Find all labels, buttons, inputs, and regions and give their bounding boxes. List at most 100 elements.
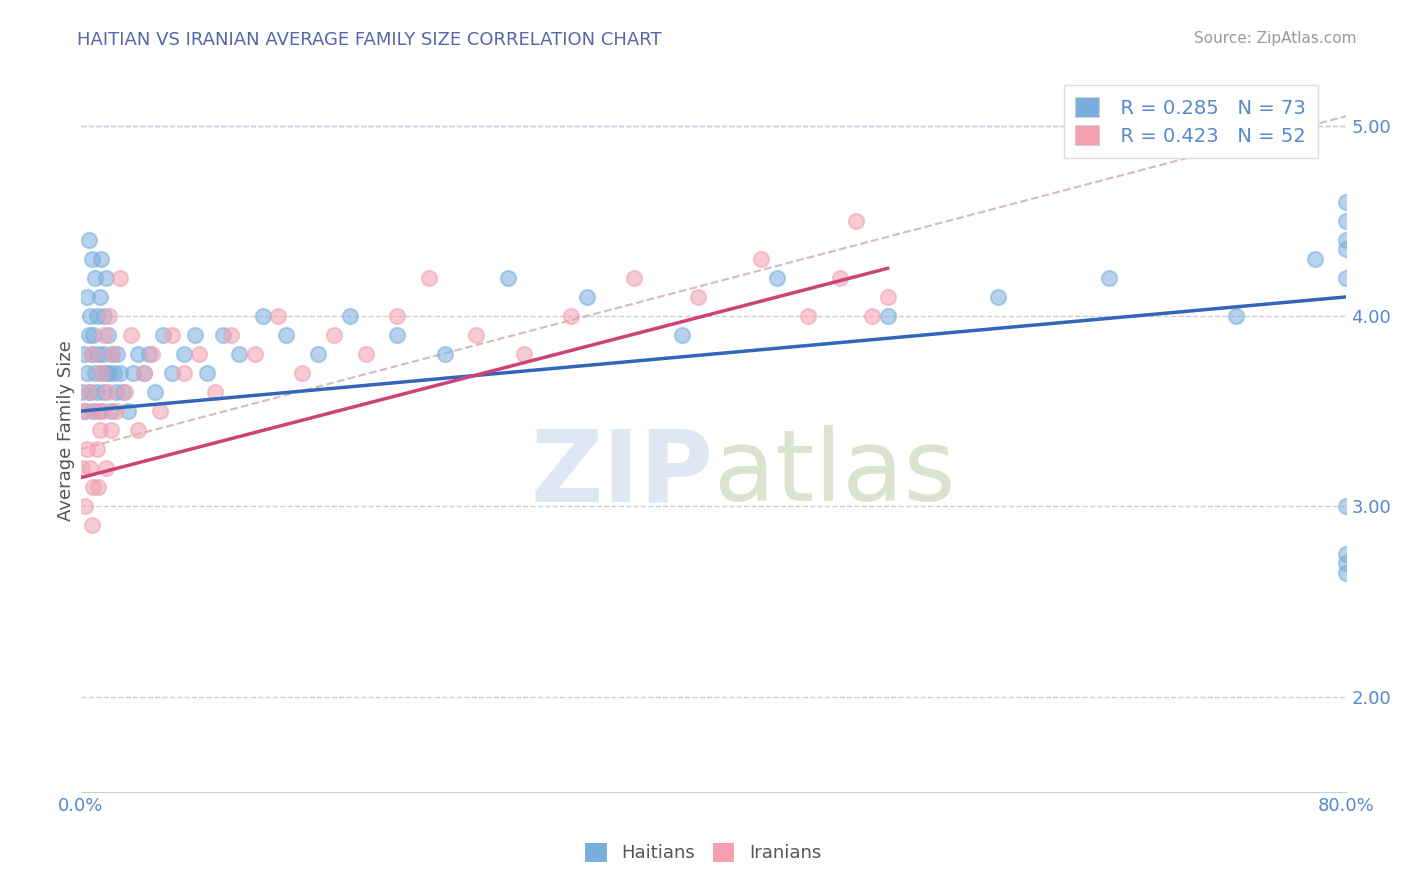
Point [89,290,111,304]
Point [418,271,440,285]
Point [86,442,108,457]
Point [127,423,149,437]
Point [173,347,195,361]
Point [267,309,290,323]
Point [830,271,852,285]
Point [91,347,114,361]
Point [876,290,898,304]
Point [94,461,117,475]
Legend:   R = 0.285   N = 73,   R = 0.423   N = 52: R = 0.285 N = 73, R = 0.423 N = 52 [1063,86,1317,158]
Point [385,328,408,343]
Point [322,328,344,343]
Point [104,385,127,400]
Point [219,328,242,343]
Point [132,366,155,380]
Point [97,385,120,400]
Point [76,290,98,304]
Point [766,271,789,285]
Point [98,366,121,380]
Point [87,480,110,494]
Point [103,366,125,380]
Point [91,404,114,418]
Point [385,309,408,323]
Point [82,328,104,343]
Point [120,328,142,343]
Point [354,347,377,361]
Point [749,252,772,266]
Point [1336,271,1358,285]
Point [138,347,160,361]
Point [876,309,898,323]
Point [72,385,94,400]
Point [104,404,127,418]
Point [87,347,110,361]
Point [76,366,98,380]
Point [90,366,112,380]
Point [1336,194,1358,209]
Point [82,480,104,494]
Point [797,309,820,323]
Point [73,404,96,418]
Point [212,328,235,343]
Point [162,366,184,380]
Point [339,309,361,323]
Point [93,328,115,343]
Point [84,271,107,285]
Point [152,328,174,343]
Point [86,309,108,323]
Point [1303,252,1326,266]
Point [1336,500,1358,514]
Point [496,271,519,285]
Point [112,385,135,400]
Point [100,423,122,437]
Point [860,309,883,323]
Point [79,309,101,323]
Point [72,461,94,475]
Point [1336,557,1358,571]
Point [1098,271,1121,285]
Point [90,252,112,266]
Point [143,385,166,400]
Point [307,347,329,361]
Point [204,385,226,400]
Point [114,385,136,400]
Point [90,366,112,380]
Point [73,347,96,361]
Point [141,347,163,361]
Point [188,347,211,361]
Point [243,347,266,361]
Point [127,347,149,361]
Point [623,271,645,285]
Point [1336,233,1358,247]
Point [195,366,218,380]
Point [86,385,108,400]
Point [686,290,709,304]
Point [291,366,314,380]
Point [1336,243,1358,257]
Point [80,518,103,533]
Point [84,404,107,418]
Point [183,328,205,343]
Point [101,347,124,361]
Point [671,328,693,343]
Point [77,233,100,247]
Point [1336,213,1358,227]
Point [252,309,274,323]
Point [122,366,145,380]
Text: Source: ZipAtlas.com: Source: ZipAtlas.com [1194,31,1357,46]
Point [80,347,103,361]
Point [89,404,111,418]
Point [560,309,582,323]
Point [82,404,104,418]
Point [173,366,195,380]
Point [100,404,122,418]
Point [94,366,117,380]
Y-axis label: Average Family Size: Average Family Size [58,340,75,521]
Point [94,271,117,285]
Point [80,252,103,266]
Point [845,213,868,227]
Point [84,366,107,380]
Point [76,442,98,457]
Point [433,347,456,361]
Point [1225,309,1247,323]
